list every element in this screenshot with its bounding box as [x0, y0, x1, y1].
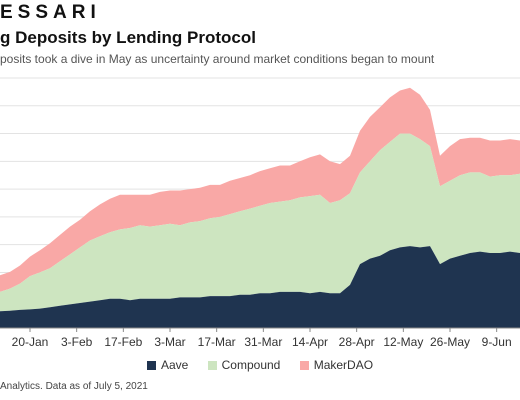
x-tick-label-0: 20-Jan [12, 335, 49, 349]
legend-swatch-aave [146, 360, 156, 370]
area-series-makerdao [0, 87, 520, 292]
legend-swatch-makerdao [299, 360, 309, 370]
chart-subtitle: posits took a dive in May as uncertainty… [0, 52, 435, 66]
chart-legend: Aave Compound MakerDAO [0, 358, 520, 373]
legend-label-compound: Compound [221, 358, 281, 372]
source-footnote: Analytics. Data as of July 5, 2021 [0, 381, 148, 392]
legend-item-makerdao: MakerDAO [299, 358, 374, 372]
legend-label-makerdao: MakerDAO [313, 358, 374, 372]
x-tick-label-8: 12-May [383, 335, 423, 349]
x-tick-label-7: 28-Apr [339, 335, 375, 349]
x-tick-label-5: 31-Mar [244, 335, 282, 349]
legend-label-aave: Aave [160, 358, 189, 372]
x-tick-label-1: 3-Feb [61, 335, 93, 349]
x-tick-label-4: 17-Mar [198, 335, 236, 349]
legend-item-compound: Compound [207, 358, 281, 372]
x-tick-label-3: 3-Mar [154, 335, 185, 349]
brand-logo-text: ESSARI [0, 2, 101, 23]
x-tick-label-10: 9-Jun [482, 335, 512, 349]
x-tick-label-9: 26-May [430, 335, 470, 349]
legend-swatch-compound [207, 360, 217, 370]
area-series-compound [0, 133, 520, 312]
x-tick-label-6: 14-Apr [292, 335, 328, 349]
chart-title: g Deposits by Lending Protocol [0, 28, 256, 47]
x-tick-label-2: 17-Feb [104, 335, 142, 349]
area-series-aave [0, 246, 520, 328]
legend-item-aave: Aave [146, 358, 189, 372]
